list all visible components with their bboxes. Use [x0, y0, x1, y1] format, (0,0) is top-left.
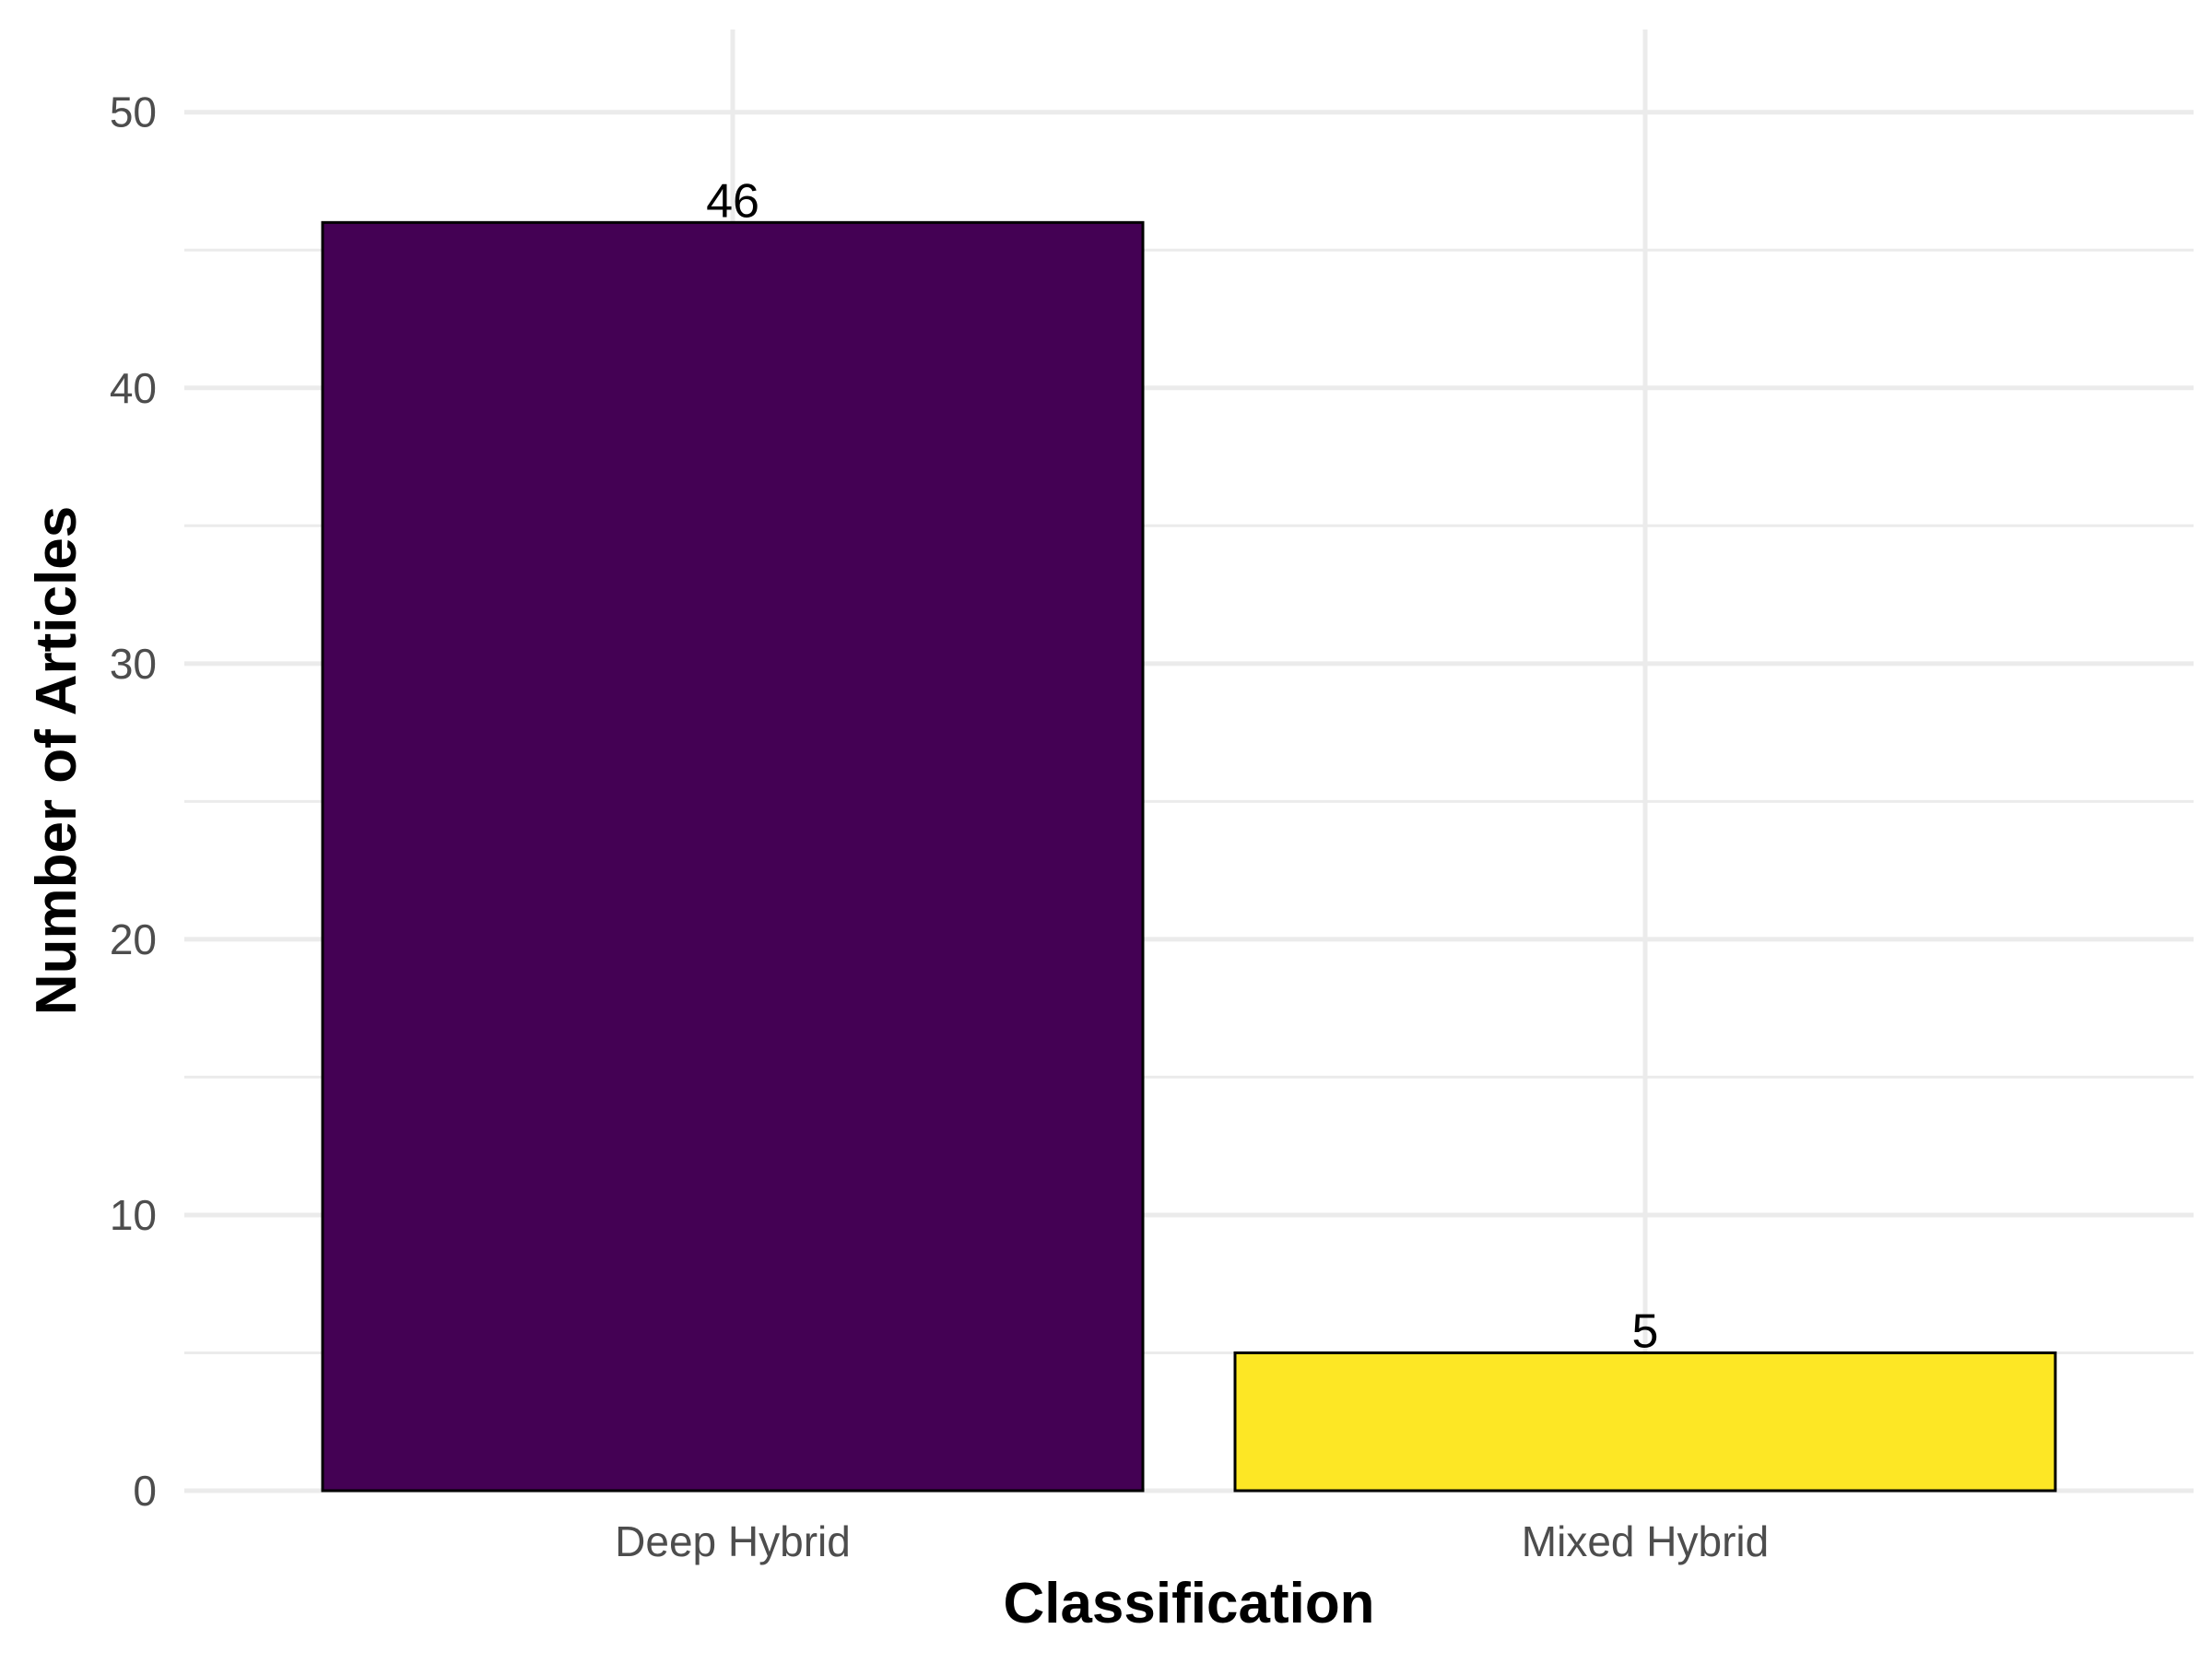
x-tick-label: Deep Hybrid	[615, 1517, 851, 1565]
y-tick-label: 40	[110, 364, 157, 412]
y-tick-label: 30	[110, 640, 157, 688]
y-tick-label: 0	[133, 1467, 157, 1515]
y-axis-ticks: 0 10 20 30 40 50	[110, 89, 157, 1515]
bar-mixed-hybrid	[1233, 1351, 2057, 1493]
data-label: 46	[706, 174, 759, 228]
bars	[321, 220, 2057, 1493]
x-axis-ticks: Deep Hybrid Mixed Hybrid	[615, 1517, 1769, 1565]
y-axis-title: Number of Articles	[25, 506, 88, 1015]
data-labels: 46 5	[706, 174, 1658, 1358]
x-axis-title: Classification	[1003, 1572, 1374, 1635]
y-tick-label: 50	[110, 89, 157, 136]
x-tick-label: Mixed Hybrid	[1522, 1517, 1769, 1565]
data-label: 5	[1632, 1304, 1659, 1358]
bar-deep-hybrid	[321, 220, 1145, 1493]
y-tick-label: 10	[110, 1191, 157, 1239]
y-tick-label: 20	[110, 915, 157, 963]
